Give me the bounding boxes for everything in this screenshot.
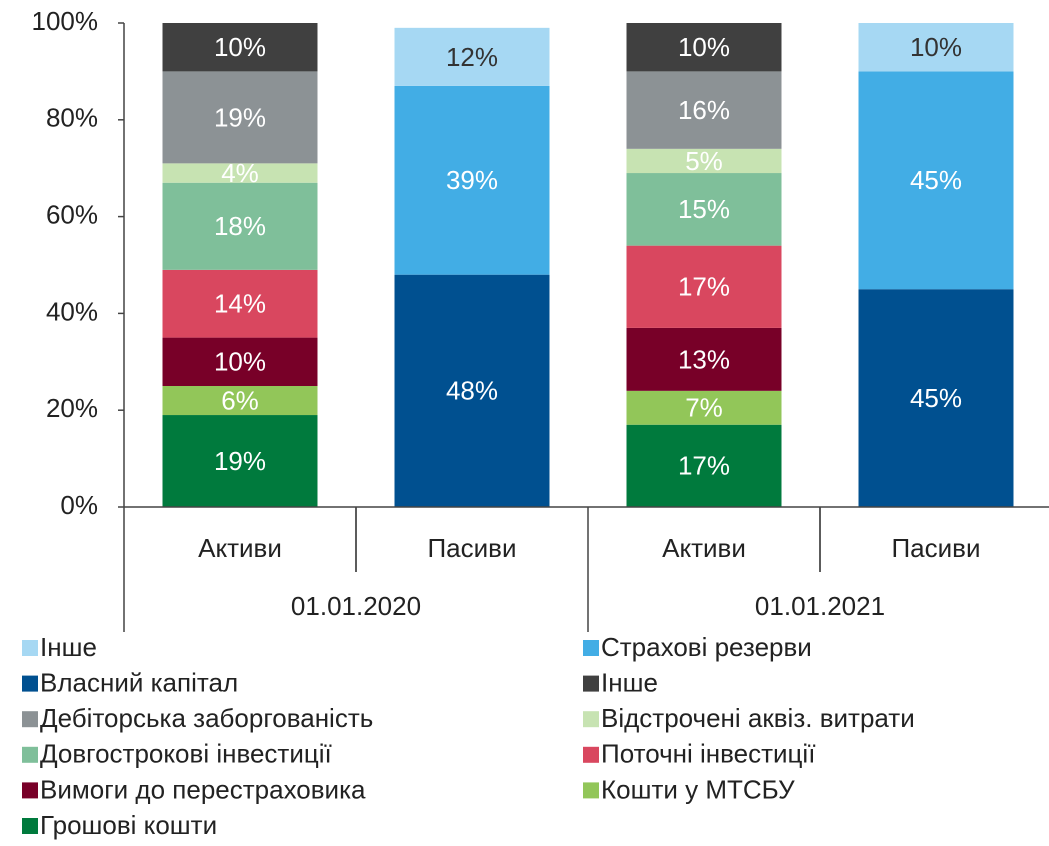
legend-label: Дебіторська заборгованість [40, 703, 373, 733]
bar-segment [626, 173, 782, 246]
bar-segment [162, 386, 318, 416]
legend-label: Інше [601, 667, 658, 697]
data-label: 10% [678, 32, 730, 62]
data-label: 10% [214, 32, 266, 62]
bar-segment [162, 269, 318, 338]
x-tick-label: Пасиви [891, 533, 980, 563]
bar-segment [626, 71, 782, 149]
y-tick-label: 100% [32, 6, 99, 36]
bar-segment [394, 27, 550, 86]
x-tick-label: Активи [662, 533, 746, 563]
bar-segment [394, 274, 550, 507]
data-label: 10% [214, 347, 266, 377]
bar-segment [858, 23, 1014, 72]
bar-segment [162, 337, 318, 386]
data-label: 5% [685, 146, 723, 176]
bar-segment [626, 148, 782, 174]
legend-label: Відстрочені аквіз. витрати [601, 703, 915, 733]
y-tick-label: 40% [46, 296, 98, 326]
x-tick-label: Пасиви [427, 533, 516, 563]
bar-segment [626, 327, 782, 391]
data-label: 12% [446, 42, 498, 72]
data-label: 18% [214, 211, 266, 241]
data-label: 6% [221, 385, 259, 415]
data-label: 14% [214, 289, 266, 319]
bar-segment [626, 424, 782, 507]
y-tick-label: 0% [60, 490, 98, 520]
data-label: 19% [214, 102, 266, 132]
legend-swatch [583, 640, 599, 656]
legend-swatch [22, 675, 38, 692]
group-label: 01.01.2021 [755, 591, 885, 621]
legend-label: Грошові кошти [40, 810, 217, 840]
legend-label: Вимоги до перестраховика [40, 774, 366, 804]
bar-segment [626, 245, 782, 328]
data-label: 48% [446, 376, 498, 406]
bar-segment [626, 390, 782, 425]
data-label: 13% [678, 344, 730, 374]
data-label: 15% [678, 194, 730, 224]
data-label: 45% [910, 383, 962, 413]
bar-segment [394, 85, 550, 275]
legend-swatch [583, 711, 599, 728]
data-label: 19% [214, 446, 266, 476]
legend-swatch [22, 818, 38, 834]
x-tick-label: Активи [198, 533, 282, 563]
legend-label: Інше [40, 632, 97, 662]
bar-segment [162, 23, 318, 72]
legend-swatch [583, 782, 599, 799]
legend-swatch [22, 746, 38, 763]
legend-label: Страхові резерви [601, 632, 812, 662]
data-label: 45% [910, 165, 962, 195]
data-label: 10% [910, 32, 962, 62]
bar-segment [626, 23, 782, 72]
y-tick-label: 60% [46, 199, 98, 229]
bar-segment [162, 415, 318, 507]
legend-swatch [22, 640, 38, 656]
y-tick-label: 20% [46, 393, 98, 423]
data-label: 39% [446, 165, 498, 195]
legend-label: Поточні інвестиції [601, 739, 815, 769]
bar-segment [162, 163, 318, 183]
legend-label: Довгострокові інвестиції [40, 739, 332, 769]
bar-segment [858, 289, 1014, 507]
legend-swatch [22, 782, 38, 799]
legend-swatch [583, 675, 599, 692]
legend-label: Кошти у МТСБУ [601, 774, 795, 804]
bar-segment [162, 182, 318, 270]
data-label: 16% [678, 95, 730, 125]
data-label: 7% [685, 393, 723, 423]
y-tick-label: 80% [46, 103, 98, 133]
data-label: 17% [678, 451, 730, 481]
bar-segment [858, 71, 1014, 290]
data-label: 17% [678, 272, 730, 302]
bar-segment [162, 71, 318, 164]
legend-label: Власний капітал [40, 667, 238, 697]
legend-swatch [22, 711, 38, 728]
legend-swatch [583, 746, 599, 763]
group-label: 01.01.2020 [291, 591, 421, 621]
